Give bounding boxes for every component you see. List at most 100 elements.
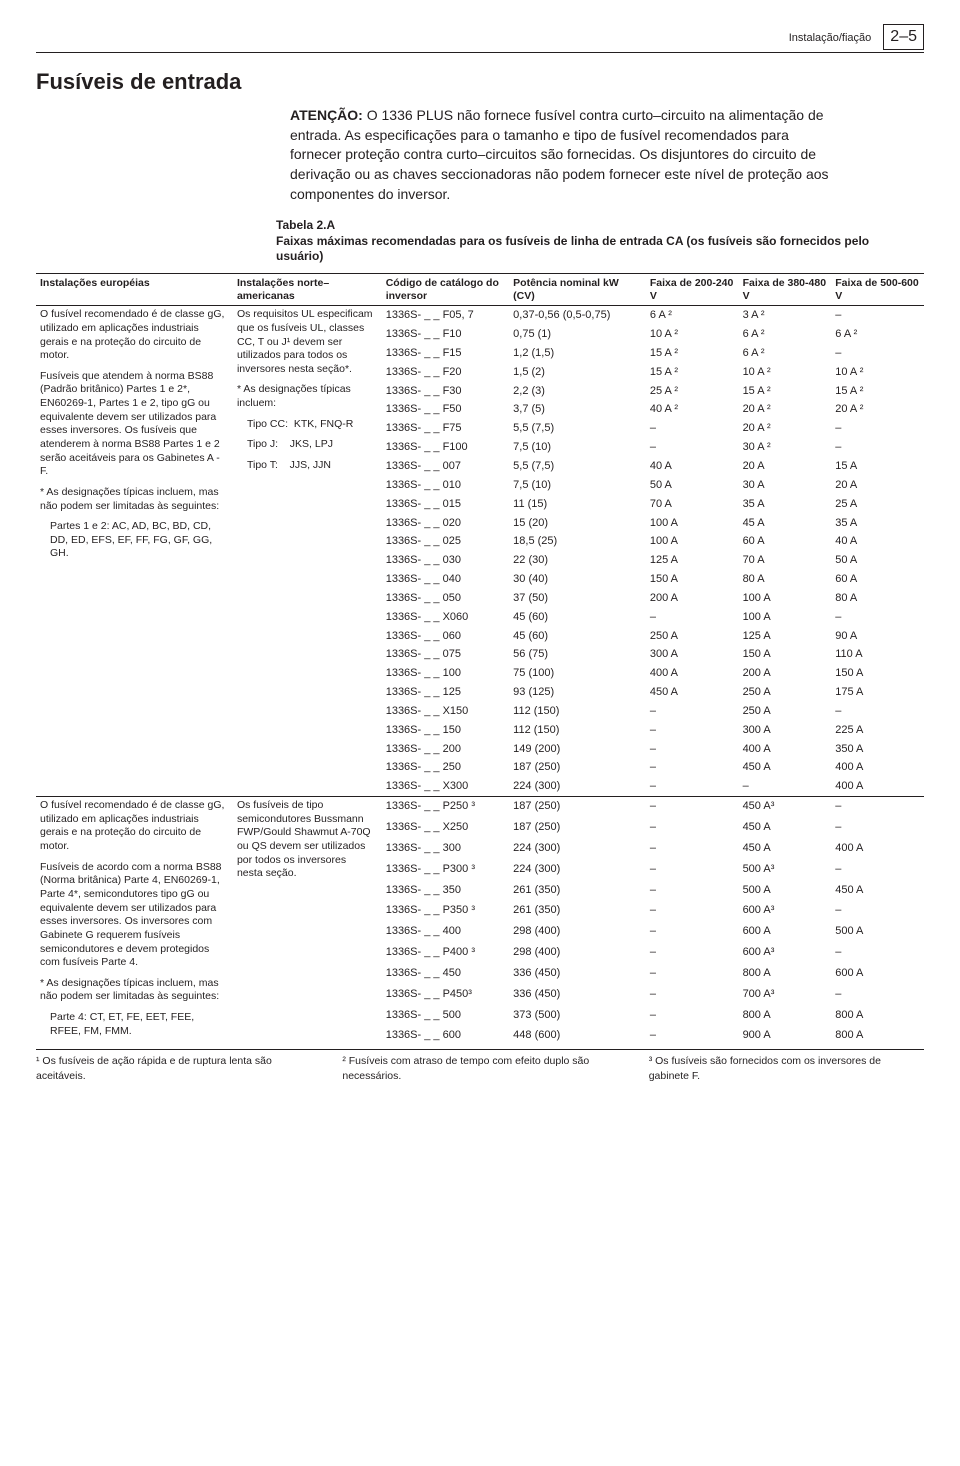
cell-c: 600 A — [831, 964, 924, 985]
cell-b: 250 A — [739, 683, 832, 702]
cell-pw: 5,5 (7,5) — [509, 457, 646, 476]
cell-code: 1336S- _ _ 007 — [382, 457, 509, 476]
cell-c: 35 A — [831, 514, 924, 533]
cell-c: – — [831, 608, 924, 627]
cell-code: 1336S- _ _ X300 — [382, 777, 509, 796]
footnotes: ¹ Os fusíveis de ação rápida e de ruptur… — [36, 1049, 924, 1082]
cell-code: 1336S- _ _ 015 — [382, 495, 509, 514]
cell-a: – — [646, 901, 739, 922]
cell-b: 600 A³ — [739, 943, 832, 964]
cell-a: 40 A ² — [646, 400, 739, 419]
table-caption-text: Faixas máximas recomendadas para os fusí… — [276, 234, 869, 264]
cell-c: – — [831, 860, 924, 881]
cell-pw: 93 (125) — [509, 683, 646, 702]
eu-note1-p3: * As designações típicas incluem, mas nã… — [40, 486, 225, 513]
cell-c: 15 A — [831, 457, 924, 476]
cell-c: 80 A — [831, 589, 924, 608]
eu-note2-p2: Fusíveis de acordo com a norma BS88 (Nor… — [40, 861, 225, 970]
cell-pw: 298 (400) — [509, 922, 646, 943]
cell-pw: 112 (150) — [509, 721, 646, 740]
cell-pw: 37 (50) — [509, 589, 646, 608]
cell-code: 1336S- _ _ 200 — [382, 740, 509, 759]
cell-code: 1336S- _ _ 150 — [382, 721, 509, 740]
cell-code: 1336S- _ _ P300 ³ — [382, 860, 509, 881]
cell-b: 20 A ² — [739, 400, 832, 419]
cell-code: 1336S- _ _ 050 — [382, 589, 509, 608]
cell-code: 1336S- _ _ 030 — [382, 551, 509, 570]
cell-code: 1336S- _ _ F75 — [382, 419, 509, 438]
cell-c: 400 A — [831, 777, 924, 796]
cell-pw: 11 (15) — [509, 495, 646, 514]
cell-a: – — [646, 1006, 739, 1027]
table-caption-label: Tabela 2.A — [276, 218, 335, 232]
cell-pw: 56 (75) — [509, 645, 646, 664]
cell-code: 1336S- _ _ F30 — [382, 382, 509, 401]
cell-b: 6 A ² — [739, 344, 832, 363]
cell-a: – — [646, 438, 739, 457]
cell-c: 400 A — [831, 839, 924, 860]
cell-a: 450 A — [646, 683, 739, 702]
cell-c: 90 A — [831, 627, 924, 646]
col-380v: Faixa de 380-480 V — [739, 274, 832, 306]
cell-a: – — [646, 758, 739, 777]
cell-code: 1336S- _ _ P450³ — [382, 985, 509, 1006]
cell-code: 1336S- _ _ F20 — [382, 363, 509, 382]
cell-b: 700 A³ — [739, 985, 832, 1006]
eu-note1-p2: Fusíveis que atendem à norma BS88 (Padrã… — [40, 370, 225, 479]
cell-code: 1336S- _ _ P250 ³ — [382, 797, 509, 818]
cell-pw: 187 (250) — [509, 758, 646, 777]
cell-b: 30 A ² — [739, 438, 832, 457]
cell-code: 1336S- _ _ 450 — [382, 964, 509, 985]
cell-pw: 3,7 (5) — [509, 400, 646, 419]
cell-pw: 15 (20) — [509, 514, 646, 533]
cell-a: – — [646, 740, 739, 759]
cell-b: 600 A — [739, 922, 832, 943]
cell-code: 1336S- _ _ 060 — [382, 627, 509, 646]
header-page-number: 2–5 — [883, 24, 924, 50]
cell-b: 60 A — [739, 532, 832, 551]
cell-c: 10 A ² — [831, 363, 924, 382]
cell-code: 1336S- _ _ X250 — [382, 818, 509, 839]
na-note-section2: Os fusíveis de tipo semicondutores Bussm… — [233, 797, 382, 1048]
cell-a: – — [646, 419, 739, 438]
cell-code: 1336S- _ _ 600 — [382, 1026, 509, 1047]
cell-b: 125 A — [739, 627, 832, 646]
cell-code: 1336S- _ _ 100 — [382, 664, 509, 683]
cell-b: 800 A — [739, 964, 832, 985]
cell-b: 15 A ² — [739, 382, 832, 401]
cell-a: – — [646, 943, 739, 964]
cell-pw: 224 (300) — [509, 860, 646, 881]
warning-attention-label: ATENÇÃO: — [290, 107, 363, 123]
cell-b: 200 A — [739, 664, 832, 683]
cell-code: 1336S- _ _ F10 — [382, 325, 509, 344]
cell-a: – — [646, 839, 739, 860]
na-note1-l2: Tipo J: JKS, LPJ — [237, 438, 374, 452]
cell-b: 70 A — [739, 551, 832, 570]
cell-c: – — [831, 344, 924, 363]
cell-a: – — [646, 881, 739, 902]
cell-a: – — [646, 964, 739, 985]
col-eu: Instalações européias — [36, 274, 233, 306]
cell-b: 6 A ² — [739, 325, 832, 344]
cell-pw: 0,75 (1) — [509, 325, 646, 344]
cell-b: 30 A — [739, 476, 832, 495]
cell-pw: 224 (300) — [509, 839, 646, 860]
cell-code: 1336S- _ _ 350 — [382, 881, 509, 902]
cell-code: 1336S- _ _ 500 — [382, 1006, 509, 1027]
cell-c: 350 A — [831, 740, 924, 759]
cell-code: 1336S- _ _ X060 — [382, 608, 509, 627]
col-na: Instalações norte–americanas — [233, 274, 382, 306]
cell-b: 100 A — [739, 589, 832, 608]
cell-pw: 1,2 (1,5) — [509, 344, 646, 363]
cell-c: 15 A ² — [831, 382, 924, 401]
cell-a: – — [646, 818, 739, 839]
cell-c: – — [831, 438, 924, 457]
cell-code: 1336S- _ _ 025 — [382, 532, 509, 551]
cell-a: 100 A — [646, 532, 739, 551]
cell-b: 100 A — [739, 608, 832, 627]
cell-c: 110 A — [831, 645, 924, 664]
cell-code: 1336S- _ _ 300 — [382, 839, 509, 860]
cell-code: 1336S- _ _ 075 — [382, 645, 509, 664]
cell-b: 20 A — [739, 457, 832, 476]
cell-b: 35 A — [739, 495, 832, 514]
